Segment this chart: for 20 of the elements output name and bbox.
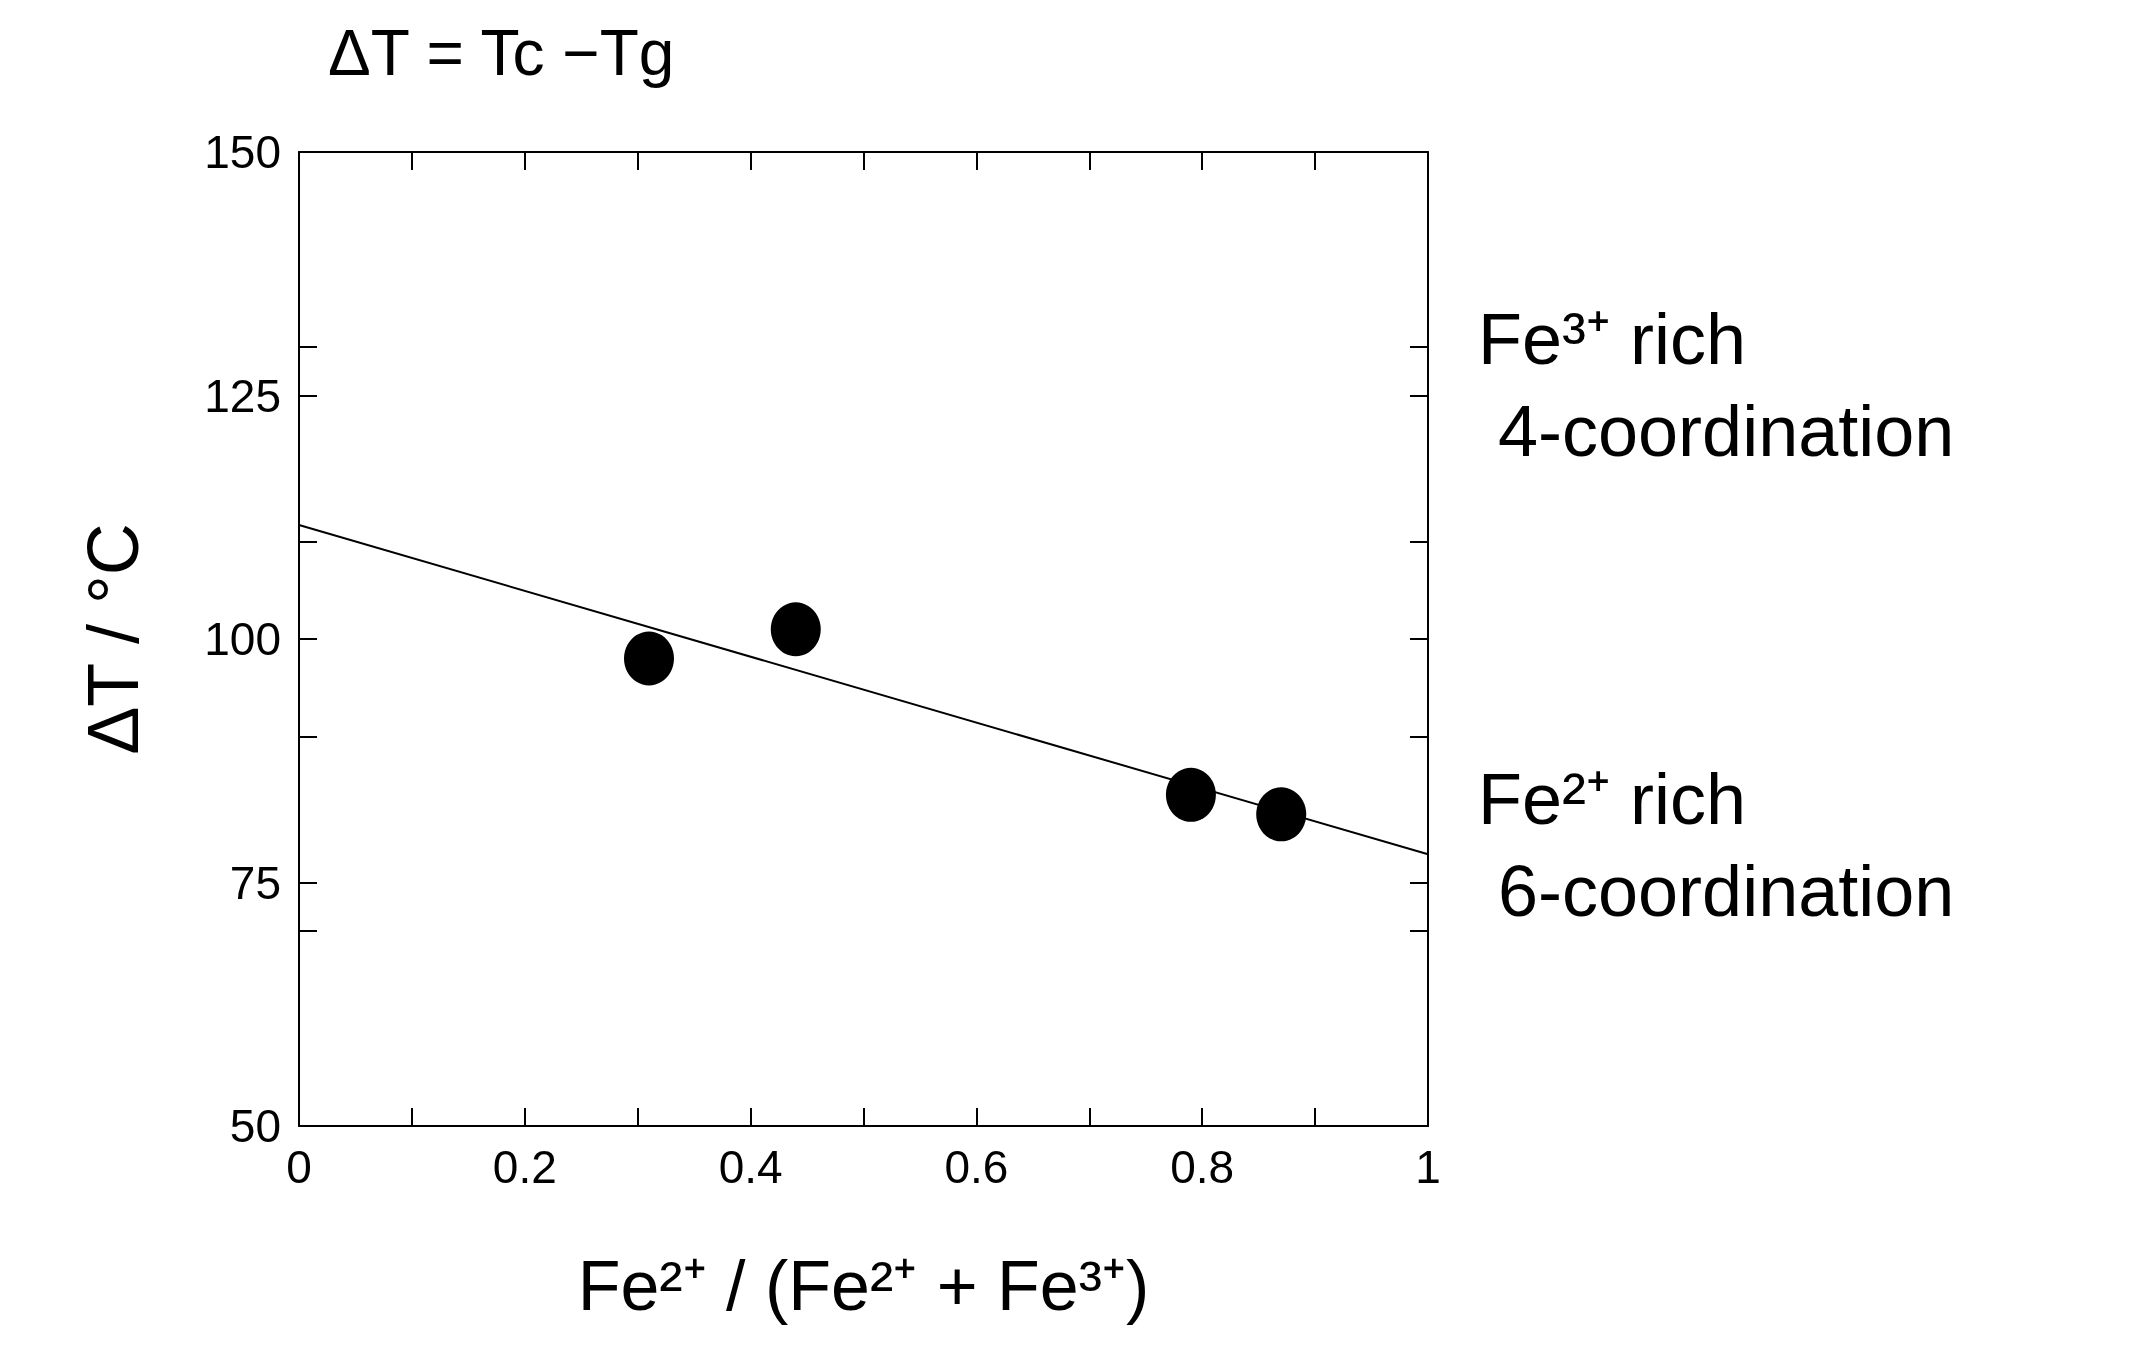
- x-tick-label: 0.4: [718, 1141, 783, 1193]
- chart-title: ΔT = Tc −Tg: [328, 17, 675, 89]
- y-tick-label: 150: [204, 126, 281, 178]
- x-tick-label: 0.8: [1170, 1141, 1235, 1193]
- y-tick-label: 100: [204, 613, 281, 665]
- point: [624, 631, 674, 686]
- x-tick-label: 0.6: [944, 1141, 1009, 1193]
- x-tick-label: 1: [1415, 1141, 1441, 1193]
- point: [1256, 787, 1307, 842]
- point: [770, 602, 821, 657]
- text: Fe³⁺ rich 4-coordination: [1478, 299, 1955, 471]
- x-tick-label: 0.2: [492, 1141, 557, 1193]
- x-axis-title: Fe²⁺ / (Fe²⁺ + Fe³⁺): [577, 1247, 1150, 1325]
- x-tick-label: 0: [286, 1141, 312, 1193]
- y-tick-label: 50: [229, 1100, 281, 1152]
- y-axis-title: ΔT / °C: [73, 523, 153, 755]
- y-tick-label: 125: [204, 369, 281, 422]
- point: [1165, 767, 1216, 822]
- text: Fe²⁺ rich 6-coordination: [1478, 759, 1955, 931]
- y-tick-label: 75: [229, 856, 281, 909]
